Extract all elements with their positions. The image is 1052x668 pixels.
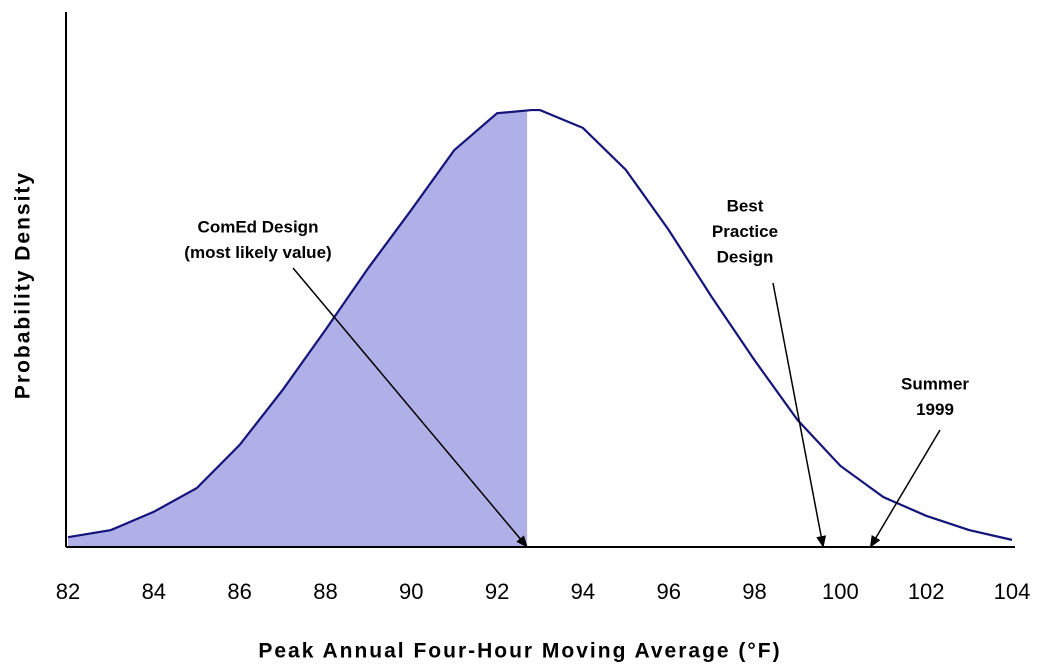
annotation-text: Best: [727, 196, 764, 215]
annotation-arrow: [292, 267, 528, 548]
x-tick-label: 88: [313, 579, 337, 604]
density-curve: [67, 108, 1013, 541]
annotation-arrow: [772, 282, 827, 548]
annotation-text: (most likely value): [184, 243, 331, 262]
annotation-text: Summer: [901, 374, 969, 393]
shaded-area: [68, 110, 528, 547]
x-tick-label: 86: [227, 579, 251, 604]
annotation-arrow: [869, 429, 941, 548]
x-tick-label: 104: [994, 579, 1031, 604]
annotation-text: Practice: [712, 222, 778, 241]
x-tick-label: 102: [908, 579, 945, 604]
x-axis-label: Peak Annual Four-Hour Moving Average (°F…: [258, 640, 781, 663]
x-tick-label: 100: [822, 579, 859, 604]
x-tick-label: 92: [485, 579, 509, 604]
x-tick-label: 96: [656, 579, 680, 604]
x-tick-label: 98: [742, 579, 766, 604]
annotation-text: Design: [717, 247, 774, 266]
x-tick-label: 90: [399, 579, 423, 604]
y-axis-label: Probability Density: [12, 171, 35, 399]
annotation-text: 1999: [916, 400, 954, 419]
annotation-text: ComEd Design: [198, 217, 319, 236]
x-tick-label: 82: [56, 579, 80, 604]
x-tick-label: 94: [571, 579, 595, 604]
x-tick-label: 84: [142, 579, 166, 604]
